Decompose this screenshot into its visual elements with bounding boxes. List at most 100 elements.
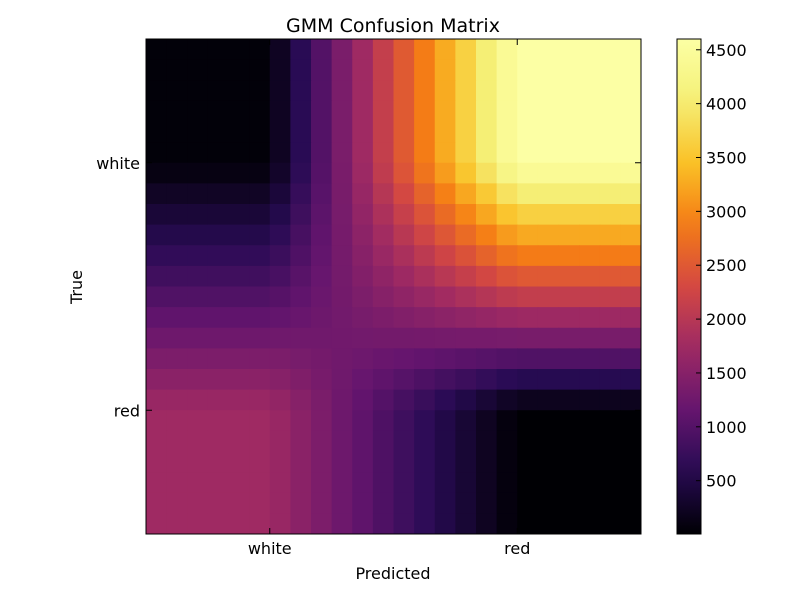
heatmap-cell: [393, 348, 415, 370]
heatmap-cell: [228, 39, 250, 61]
heatmap-cell: [434, 472, 456, 494]
heatmap-cell: [537, 245, 560, 267]
heatmap-cell: [207, 286, 230, 308]
heatmap-cell: [496, 80, 518, 102]
heatmap-cell: [331, 224, 353, 246]
heatmap-cell: [517, 513, 539, 534]
heatmap-cell: [372, 492, 395, 514]
heatmap-cell: [476, 142, 498, 164]
heatmap-cell: [166, 369, 188, 391]
heatmap-cell: [146, 183, 168, 205]
heatmap-cell: [599, 327, 621, 349]
heatmap-cell: [372, 286, 395, 308]
heatmap-cell: [269, 80, 291, 102]
heatmap-cell: [517, 59, 539, 81]
heatmap-cell: [290, 39, 312, 61]
heatmap-cell: [166, 39, 188, 61]
y-tick-label: red: [114, 401, 140, 420]
heatmap-cell: [207, 410, 230, 432]
heatmap-cell: [166, 121, 188, 143]
heatmap-cell: [414, 39, 436, 61]
heatmap-cell: [311, 369, 333, 391]
heatmap-cell: [352, 39, 374, 61]
heatmap-cell: [290, 348, 312, 370]
heatmap-cell: [414, 286, 436, 308]
heatmap-cell: [249, 204, 271, 226]
heatmap-cell: [476, 265, 498, 288]
heatmap-cell: [372, 204, 395, 226]
heatmap-cell: [166, 348, 188, 370]
heatmap-cell: [537, 389, 560, 411]
heatmap-cell: [414, 348, 436, 370]
heatmap-cell: [269, 245, 291, 267]
heatmap-cell: [476, 80, 498, 102]
heatmap-cell: [620, 245, 641, 267]
heatmap-cell: [537, 162, 560, 184]
heatmap-cell: [455, 183, 477, 205]
heatmap-cell: [269, 472, 291, 494]
heatmap-cell: [372, 348, 395, 370]
heatmap-cell: [166, 80, 188, 102]
heatmap-cell: [146, 430, 168, 453]
heatmap-cell: [269, 121, 291, 143]
heatmap-cell: [146, 162, 168, 184]
heatmap-cell: [579, 39, 601, 61]
heatmap-cell: [496, 430, 518, 453]
heatmap-cell: [496, 245, 518, 267]
heatmap-cell: [599, 348, 621, 370]
heatmap-cell: [599, 451, 621, 473]
heatmap-cell: [207, 59, 230, 81]
heatmap-cell: [393, 492, 415, 514]
heatmap-cell: [269, 224, 291, 246]
heatmap-cell: [579, 80, 601, 102]
heatmap-cell: [434, 513, 456, 534]
heatmap-cell: [476, 183, 498, 205]
heatmap-cell: [352, 513, 374, 534]
heatmap-cell: [187, 265, 209, 288]
heatmap-cell: [290, 80, 312, 102]
heatmap-cell: [311, 513, 333, 534]
heatmap-cell: [496, 327, 518, 349]
heatmap-cell: [393, 389, 415, 411]
heatmap-cell: [517, 142, 539, 164]
heatmap-cell: [331, 307, 353, 329]
heatmap-cell: [352, 430, 374, 453]
heatmap-cell: [352, 307, 374, 329]
heatmap-cell: [414, 451, 436, 473]
heatmap-cell: [372, 121, 395, 143]
heatmap-cell: [579, 142, 601, 164]
heatmap-cell: [249, 513, 271, 534]
heatmap-cell: [434, 265, 456, 288]
heatmap-cell: [146, 245, 168, 267]
colorbar-tick-label: 1000: [706, 418, 747, 437]
heatmap-cell: [207, 348, 230, 370]
colorbar-ticks: 500 1000 1500 2000 2500 3000 3500 4000 4500: [696, 41, 747, 491]
heatmap-cell: [290, 451, 312, 473]
heatmap-cell: [249, 451, 271, 473]
heatmap-cell: [166, 100, 188, 123]
heatmap-cell: [269, 389, 291, 411]
heatmap-cell: [187, 39, 209, 61]
heatmap-cell: [207, 430, 230, 453]
heatmap-cell: [476, 327, 498, 349]
heatmap-cell: [414, 369, 436, 391]
heatmap-cell: [146, 513, 168, 534]
heatmap-cell: [537, 286, 560, 308]
heatmap-cell: [290, 513, 312, 534]
heatmap-cell: [620, 430, 641, 453]
heatmap-cell: [331, 59, 353, 81]
heatmap-cell: [558, 100, 580, 123]
heatmap-cell: [228, 410, 250, 432]
heatmap-cell: [352, 286, 374, 308]
heatmap-cell: [311, 80, 333, 102]
heatmap-cell: [537, 513, 560, 534]
heatmap-cell: [249, 410, 271, 432]
heatmap-cell: [558, 410, 580, 432]
heatmap-cell: [476, 286, 498, 308]
heatmap-cell: [228, 265, 250, 288]
heatmap-cell: [599, 430, 621, 453]
heatmap-cell: [393, 100, 415, 123]
heatmap-cell: [249, 430, 271, 453]
heatmap-cell: [579, 286, 601, 308]
heatmap-cell: [166, 492, 188, 514]
